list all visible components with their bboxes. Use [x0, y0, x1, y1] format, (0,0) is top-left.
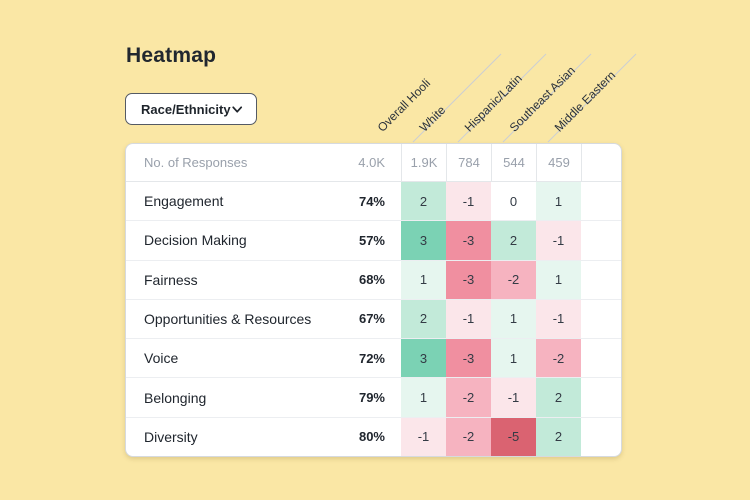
page-title: Heatmap [126, 44, 217, 67]
heat-cell: -2 [446, 417, 491, 456]
heatmap-table: No. of Responses 4.0K 1.9K 784 544 459 E… [125, 143, 622, 457]
heat-cell: 3 [401, 339, 446, 378]
table-row: Fairness 68% 1 -3 -2 1 [126, 259, 621, 299]
filler-cell [581, 221, 621, 259]
demographic-filter-dropdown[interactable]: Race/Ethnicity [125, 93, 257, 125]
heat-cell: 2 [401, 299, 446, 339]
heat-cell: 1 [536, 260, 581, 299]
heat-cell: -3 [446, 339, 491, 378]
responses-value: 459 [536, 144, 581, 181]
demographic-filter-label: Race/Ethnicity [141, 101, 231, 117]
row-label: Voice [144, 350, 179, 367]
row-label: Diversity [144, 428, 198, 445]
filler-cell [581, 261, 621, 299]
heat-cell: -3 [446, 260, 491, 299]
table-row: Diversity 80% -1 -2 -5 2 [126, 416, 621, 456]
heat-cell: 0 [491, 182, 536, 221]
heat-cell: -1 [446, 182, 491, 221]
overall-percent: 79% [358, 390, 385, 406]
filler-cell [581, 144, 621, 181]
responses-value: 784 [446, 144, 491, 181]
heat-cell: -3 [446, 221, 491, 260]
responses-value: 1.9K [401, 144, 446, 181]
overall-percent: 74% [358, 193, 385, 209]
row-label: Belonging [144, 389, 207, 406]
overall-percent: 80% [358, 429, 385, 445]
filler-cell [581, 378, 621, 416]
row-label: Decision Making [144, 232, 247, 249]
overall-percent: 68% [358, 272, 385, 288]
filler-cell [581, 300, 621, 338]
heat-cell: -1 [536, 221, 581, 260]
row-label: Engagement [144, 193, 224, 210]
column-divider-lines [412, 53, 637, 143]
table-row: Decision Making 57% 3 -3 2 -1 [126, 220, 621, 260]
heat-cell: -1 [446, 299, 491, 339]
heat-cell: 1 [491, 339, 536, 378]
overall-percent: 67% [358, 311, 385, 327]
heat-cell: -2 [446, 378, 491, 417]
heat-cell: 2 [401, 182, 446, 221]
chevron-down-icon [231, 105, 242, 113]
table-row: Voice 72% 3 -3 1 -2 [126, 338, 621, 378]
heat-cell: -1 [401, 417, 446, 456]
responses-overall: 4.0K [358, 155, 385, 170]
row-label: Fairness [144, 271, 198, 288]
heat-cell: 1 [401, 260, 446, 299]
heat-cell: 1 [401, 378, 446, 417]
table-row: Opportunities & Resources 67% 2 -1 1 -1 [126, 298, 621, 339]
filler-cell [581, 418, 621, 456]
heat-cell: 2 [536, 417, 581, 456]
table-row: Engagement 74% 2 -1 0 1 [126, 182, 621, 221]
overall-percent: 72% [358, 350, 385, 366]
heat-cell: 1 [536, 182, 581, 221]
heat-cell: 2 [491, 221, 536, 260]
heat-cell: 2 [536, 378, 581, 417]
heat-cell: 1 [491, 299, 536, 339]
heat-cell: -2 [536, 339, 581, 378]
responses-row: No. of Responses 4.0K 1.9K 784 544 459 [126, 144, 621, 182]
table-row: Belonging 79% 1 -2 -1 2 [126, 377, 621, 417]
heat-cell: -2 [491, 260, 536, 299]
filler-cell [581, 182, 621, 220]
column-header-white: White [416, 102, 449, 135]
filler-cell [581, 339, 621, 377]
heat-cell: -5 [491, 417, 536, 456]
row-label: Opportunities & Resources [144, 310, 312, 327]
heat-cell: 3 [401, 221, 446, 260]
heat-cell: -1 [491, 378, 536, 417]
responses-label: No. of Responses [144, 155, 248, 170]
overall-percent: 57% [358, 232, 385, 248]
heat-cell: -1 [536, 299, 581, 339]
responses-value: 544 [491, 144, 536, 181]
